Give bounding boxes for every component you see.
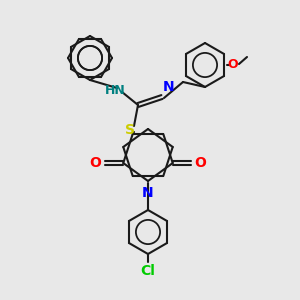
Text: O: O bbox=[228, 58, 238, 71]
Text: O: O bbox=[195, 156, 207, 170]
Text: Cl: Cl bbox=[141, 264, 155, 278]
Text: O: O bbox=[89, 156, 101, 170]
Text: N: N bbox=[142, 186, 154, 200]
Text: S: S bbox=[125, 123, 135, 137]
Text: HN: HN bbox=[105, 83, 125, 97]
Text: N: N bbox=[163, 80, 175, 94]
